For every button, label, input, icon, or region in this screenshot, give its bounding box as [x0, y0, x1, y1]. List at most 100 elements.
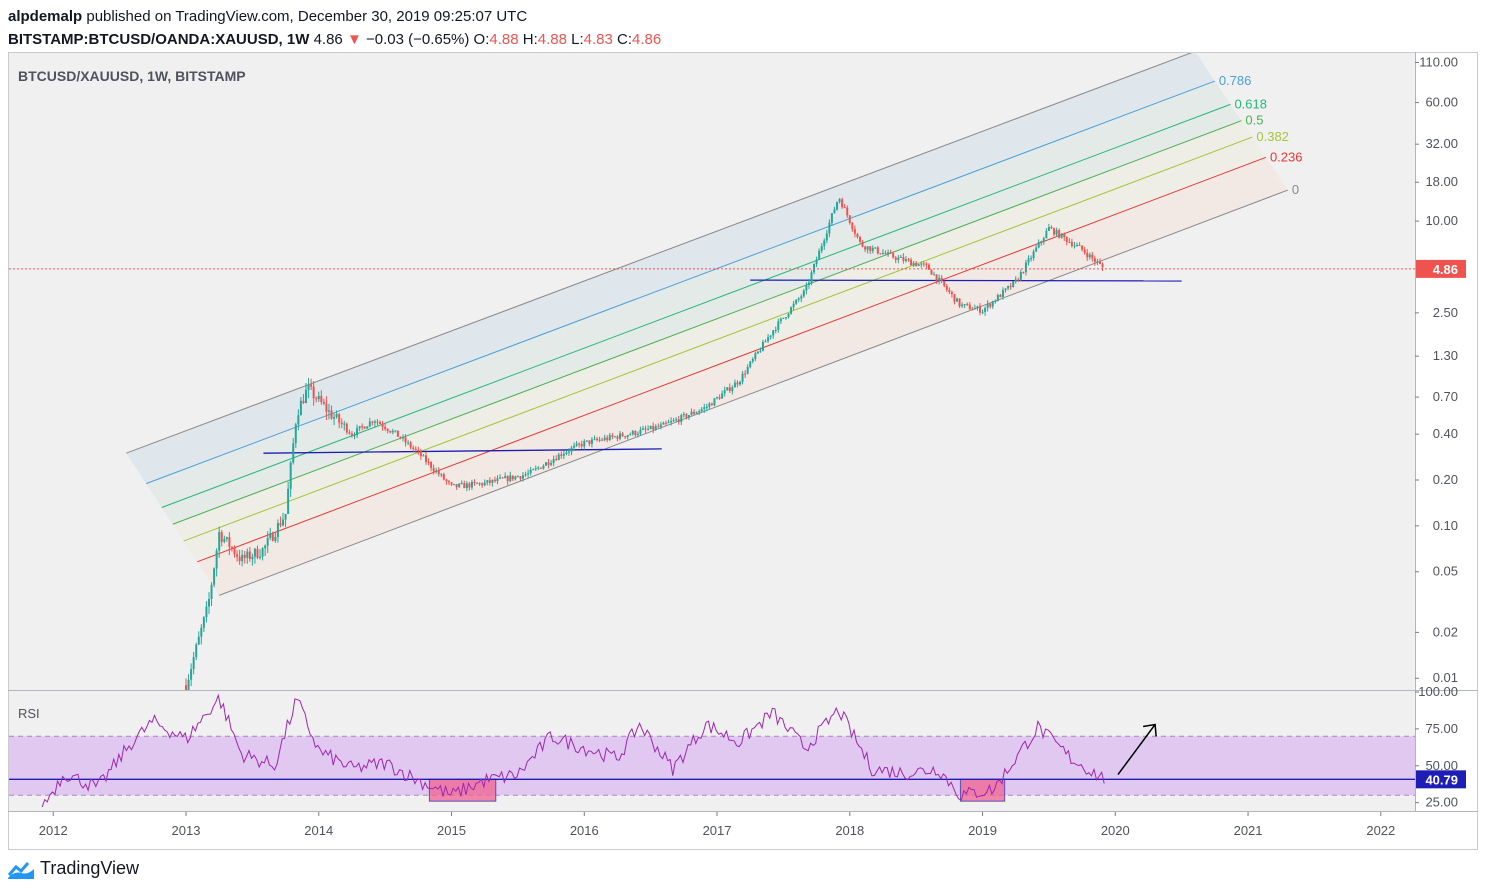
candle-body	[202, 617, 205, 628]
candle-body	[1086, 252, 1089, 258]
price-tick-label: 32.00	[1425, 136, 1458, 151]
candle-body	[575, 443, 578, 446]
open-label: O:	[473, 31, 490, 48]
time-axis[interactable]: 2012 2013 2014 2015 2016 2017 2018 2019 2020 2021…	[39, 812, 1395, 838]
candle-body	[815, 259, 818, 265]
candle-body	[404, 437, 407, 443]
candle-body	[562, 454, 565, 456]
time-tick-label: 2017	[703, 823, 732, 838]
candle-body	[792, 303, 795, 308]
candle-body	[810, 272, 813, 283]
candle-body	[1088, 254, 1091, 258]
candle-body	[251, 556, 254, 559]
candle-body	[956, 298, 959, 302]
candle-body	[1032, 251, 1035, 259]
main-pane[interactable]	[9, 53, 1415, 690]
candle-body	[756, 351, 759, 354]
candle-body	[846, 207, 849, 216]
candle-body	[726, 387, 729, 391]
candle-body	[606, 437, 609, 440]
candle-body	[532, 469, 535, 471]
candle-body	[1060, 233, 1063, 238]
candle-body	[925, 263, 928, 265]
candle-body	[991, 301, 994, 307]
price-tick-label: 0.10	[1433, 518, 1458, 533]
candle-body	[973, 308, 976, 310]
price-axis[interactable]: 110.00 60.00 32.00 18.00 10.00 2.50 1.30 0.70 0.…	[1415, 54, 1458, 685]
candle-body	[373, 421, 376, 423]
candle-body	[899, 256, 902, 258]
candle-body	[379, 422, 382, 425]
candle-body	[838, 199, 841, 202]
candle-body	[912, 262, 915, 266]
candle-body	[534, 468, 537, 470]
candle-body	[813, 264, 816, 273]
rsi-axis[interactable]: 100.00 75.00 50.00 25.00	[1415, 684, 1458, 810]
price-tick-label: 0.40	[1433, 426, 1458, 441]
fib-line-0.618	[161, 103, 1231, 508]
candle-body	[302, 400, 305, 403]
candle-body	[953, 294, 956, 302]
candle-body	[256, 548, 259, 558]
candle-body	[958, 298, 961, 307]
candle-body	[205, 606, 208, 618]
price-change: −0.03 (−0.65%)	[365, 31, 470, 48]
candle-body	[833, 209, 836, 214]
footer-brand[interactable]: TradingView	[8, 858, 139, 879]
time-tick-label: 2016	[570, 823, 599, 838]
arrow-shaft	[1117, 724, 1156, 776]
candle-body	[1009, 286, 1012, 288]
candle-body	[539, 467, 542, 469]
rsi-value-badge	[1416, 770, 1466, 789]
candle-body	[851, 223, 854, 230]
price-tick-label: 0.02	[1433, 624, 1458, 639]
fib-label-0.786: 0.786	[1219, 73, 1252, 88]
candle-body	[435, 470, 438, 472]
price-tick-label: 60.00	[1425, 95, 1458, 110]
candle-body	[419, 450, 422, 457]
candle-body	[596, 438, 599, 441]
candle-body	[266, 537, 269, 546]
candle-body	[259, 556, 262, 558]
candle-body	[1040, 241, 1043, 243]
candle-body	[241, 554, 244, 562]
candle-body	[672, 420, 675, 422]
publish-info: alpdemalp published on TradingView.com, …	[8, 8, 527, 25]
candle-body	[861, 241, 864, 247]
rsi-tick-label: 50.00	[1425, 758, 1458, 773]
candle-body	[473, 481, 476, 483]
candle-body	[335, 414, 338, 418]
candle-body	[621, 433, 624, 437]
candle-body	[864, 246, 867, 250]
support-lines[interactable]	[263, 279, 1182, 454]
candle-body	[399, 436, 402, 439]
candle-body	[573, 445, 576, 448]
candle-body	[287, 488, 290, 514]
chart-area[interactable]: BTCUSD/XAUUSD, 1W, BITSTAMP 0.7860.6180.…	[8, 52, 1478, 850]
high-label: H:	[522, 31, 538, 48]
support-line-2	[750, 279, 1182, 282]
candle-body	[248, 551, 251, 559]
candle-body	[402, 437, 405, 439]
candle-body	[703, 407, 706, 410]
published-text: published on TradingView.com, December 3…	[86, 8, 528, 25]
candle-body	[948, 289, 951, 292]
time-tick-label: 2022	[1366, 823, 1395, 838]
candle-body	[228, 537, 231, 548]
rsi-line	[41, 693, 1105, 808]
rsi-title: RSI	[18, 706, 40, 721]
candle-body	[927, 264, 930, 270]
candle-body	[853, 229, 856, 234]
fib-label-0.5: 0.5	[1245, 113, 1263, 128]
fib-line-0.382	[183, 136, 1253, 542]
candle-body	[950, 291, 953, 295]
last-price: 4.86	[313, 31, 343, 48]
candle-body	[784, 317, 787, 319]
candle-body	[588, 440, 591, 444]
author-name[interactable]: alpdemalp	[8, 8, 83, 25]
oversold-zone	[428, 778, 497, 802]
candle-body	[1073, 245, 1076, 247]
candle-body	[476, 482, 479, 484]
candle-body	[348, 432, 351, 434]
candle-body	[874, 247, 877, 249]
